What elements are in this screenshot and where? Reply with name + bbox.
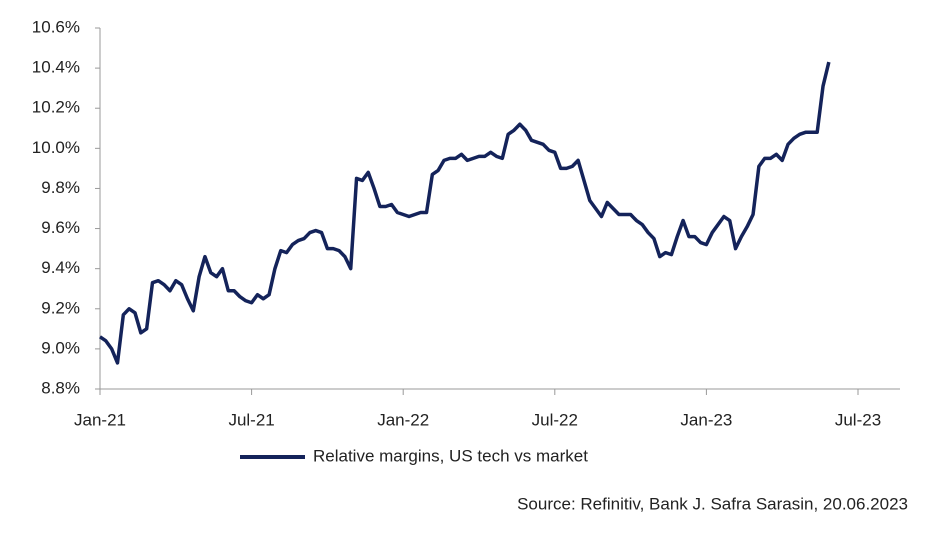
- x-tick-label: Jul-21: [228, 410, 274, 429]
- y-tick-label: 9.6%: [41, 218, 80, 237]
- data-line: [99, 61, 831, 365]
- y-tick-label: 10.2%: [32, 98, 80, 117]
- legend-label: Relative margins, US tech vs market: [313, 446, 588, 465]
- x-tick-label: Jul-22: [532, 410, 578, 429]
- y-tick-label: 10.4%: [32, 58, 80, 77]
- x-tick-label: Jul-23: [835, 410, 881, 429]
- y-tick-label: 10.6%: [32, 17, 80, 36]
- x-tick-label: Jan-22: [377, 410, 429, 429]
- y-tick-label: 10.0%: [32, 138, 80, 157]
- y-tick-label: 9.2%: [41, 298, 80, 317]
- source-note: Source: Refinitiv, Bank J. Safra Sarasin…: [517, 494, 908, 513]
- y-tick-label: 9.8%: [41, 178, 80, 197]
- y-tick-label: 9.0%: [41, 338, 80, 357]
- y-tick-label: 9.4%: [41, 258, 80, 277]
- x-tick-label: Jan-23: [680, 410, 732, 429]
- y-tick-label: 8.8%: [41, 378, 80, 397]
- x-tick-label: Jan-21: [74, 410, 126, 429]
